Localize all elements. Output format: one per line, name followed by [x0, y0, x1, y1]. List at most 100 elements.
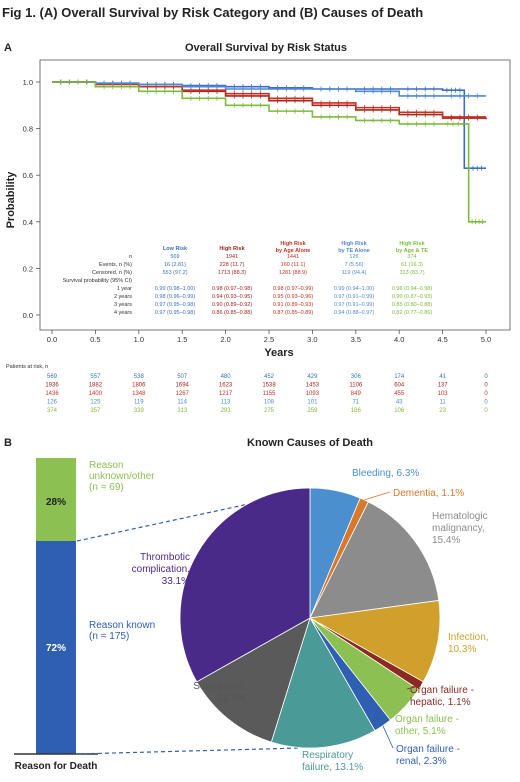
- at-risk-value: 1882: [89, 383, 103, 389]
- at-risk-value: 1936: [45, 383, 59, 389]
- y-tick-label: 1.0: [23, 78, 33, 87]
- at-risk-value: 1806: [132, 383, 146, 389]
- at-risk-value: 113: [221, 400, 231, 406]
- at-risk-value: 275: [264, 408, 275, 414]
- curve-agete: [52, 81, 486, 223]
- bar-title: Reason for Death: [15, 761, 98, 772]
- pie-slice-label: Infection, 10.3%: [448, 632, 489, 655]
- at-risk-value: 538: [134, 374, 145, 380]
- at-risk-value: 0: [484, 408, 488, 414]
- pie-slice-label: Respiratory failure, 13.1%: [302, 750, 363, 773]
- at-risk-value: 103: [438, 391, 449, 397]
- at-risk-value: 186: [351, 408, 362, 414]
- y-ticks: 0.0 0.2 0.4 0.6 0.8 1.0: [23, 78, 40, 320]
- risk-table-cell: 0.97 (0.95–0.98): [155, 302, 196, 308]
- at-risk-value: 306: [351, 374, 362, 380]
- at-risk-value: 293: [221, 408, 232, 414]
- pie-leader-line: [382, 725, 394, 749]
- bar-unknown-pct: 28%: [46, 497, 66, 508]
- pie-chart: [179, 487, 441, 749]
- risk-table-header: High Risk: [219, 246, 245, 252]
- risk-table-row-label: n: [129, 254, 132, 260]
- pie-slice-label: Organ failure -other, 5.1%: [395, 714, 459, 737]
- risk-table-row-label: Censored, n (%): [92, 270, 132, 276]
- risk-table-cell: 1941: [226, 254, 238, 260]
- risk-table-cell: 0.87 (0.85–0.89): [273, 310, 314, 316]
- x-tick-label: 4.0: [394, 335, 404, 344]
- curve-te: [52, 81, 486, 97]
- bar-unknown-segment: [36, 458, 76, 541]
- risk-table-header: High Risk by Age & TE: [396, 241, 429, 254]
- at-risk-value: 507: [177, 374, 188, 380]
- risk-table-cell: 374: [407, 254, 416, 260]
- pie-slice: [309, 501, 440, 619]
- at-risk-value: 339: [134, 408, 145, 414]
- risk-table-row-label: 3 years: [114, 302, 132, 308]
- at-risk-value: 604: [394, 383, 405, 389]
- y-tick-label: 0.2: [23, 264, 33, 273]
- pie-slice: [196, 617, 311, 743]
- panel-a-letter: A: [4, 42, 12, 54]
- at-risk-value: 41: [439, 374, 446, 380]
- risk-table-cell: 0.94 (0.88–0.97): [334, 310, 375, 316]
- known-label: Reason known (n = 175): [89, 620, 155, 642]
- risk-table-cell: 0.97 (0.91–0.99): [334, 294, 375, 300]
- risk-table-cell: 1441: [287, 254, 299, 260]
- at-risk-value: 357: [90, 408, 101, 414]
- pie-chart-title: Known Causes of Death: [247, 437, 373, 449]
- risk-table-cell: 0.98 (0.97–0.99): [273, 286, 314, 292]
- at-risk-value: 1538: [262, 383, 276, 389]
- at-risk-value: 43: [396, 400, 403, 406]
- risk-table-header: Low Risk: [163, 246, 188, 252]
- pie-labels: Bleeding, 6.3% Dementia, 1.1% Hematologic m…: [132, 468, 489, 773]
- at-risk-value: 0: [484, 374, 488, 380]
- at-risk-value: 455: [394, 391, 405, 397]
- y-tick-label: 0.4: [23, 218, 33, 227]
- risk-table-cell: 0.99 (0.94–1.00): [334, 286, 375, 292]
- risk-table-cell: 119 (94.4): [342, 270, 367, 276]
- x-tick-label: 1.5: [177, 335, 187, 344]
- risk-table-cell: 313 (83.7): [399, 270, 424, 276]
- at-risk-value: 1436: [45, 391, 59, 397]
- risk-table-cell: 160 (11.1): [281, 262, 306, 268]
- pie-slice-label: Dementia, 1.1%: [393, 488, 464, 499]
- connector-bottom: [76, 747, 301, 755]
- at-risk-value: 174: [394, 374, 405, 380]
- pie-slice-label: Organ failure -renal, 2.3%: [396, 744, 460, 767]
- panel-a: A Overall Survival by Risk Status Probab…: [4, 42, 511, 414]
- risk-table-cell: 569: [170, 254, 179, 260]
- at-risk-value: 71: [352, 400, 359, 406]
- x-tick-label: 0.0: [47, 335, 57, 344]
- at-risk-value: 23: [439, 408, 446, 414]
- at-risk-value: 429: [307, 374, 318, 380]
- risk-table-cell: 0.94 (0.93–0.95): [212, 294, 253, 300]
- at-risk-value: 374: [47, 408, 58, 414]
- pie-slice-label: Hematologic malignancy, 15.4%: [432, 511, 488, 546]
- risk-table-cell: 1281 (88.9): [279, 270, 307, 276]
- at-risk-value: 0: [484, 383, 488, 389]
- panel-b-letter: B: [4, 437, 12, 449]
- risk-table-row-label: Survival probability (95% CI): [63, 278, 133, 284]
- x-tick-label: 3.5: [351, 335, 361, 344]
- at-risk-value: 1217: [219, 391, 233, 397]
- risk-table-cell: 0.85 (0.80–0.88): [392, 302, 433, 308]
- risk-table-cell: 0.96 (0.94–0.98): [392, 286, 433, 292]
- survival-plot-frame: [39, 59, 511, 331]
- y-axis-label: Probability: [5, 171, 17, 229]
- panel-b: B Known Causes of Death 28% 72% Reason f…: [4, 437, 489, 773]
- survival-curves: [52, 79, 487, 225]
- x-tick-label: 2.0: [220, 335, 230, 344]
- pie-slice-label: Thrombotic complication, 33.1%: [132, 552, 190, 587]
- risk-table-cell: 126: [349, 254, 358, 260]
- at-risk-value: 0: [484, 400, 488, 406]
- risk-table-header: High Risk by TE Alone: [338, 241, 370, 254]
- at-risk-value: 125: [90, 400, 101, 406]
- at-risk-value: 11: [439, 400, 446, 406]
- risk-table-header: High Risk by Age Alone: [276, 241, 311, 254]
- at-risk-value: 259: [307, 408, 318, 414]
- at-risk-value: 106: [394, 408, 405, 414]
- risk-table-cell: 0.98 (0.96–0.99): [155, 294, 196, 300]
- x-axis-label: Years: [264, 347, 293, 359]
- risk-table-cell: 0.97 (0.91–0.99): [334, 302, 375, 308]
